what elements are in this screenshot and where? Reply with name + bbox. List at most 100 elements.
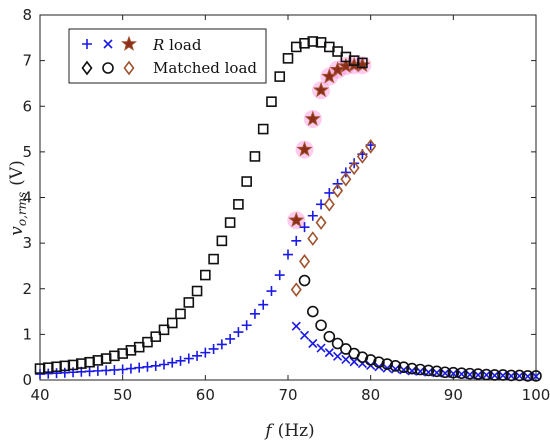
x-axis-label: f (Hz) [263, 421, 314, 441]
legend-star-marker [120, 35, 138, 51]
data-point-cross [523, 371, 533, 381]
data-point-plus [258, 299, 269, 310]
highlight-layer [287, 56, 372, 230]
data-point-circle [422, 364, 435, 377]
data-point-square [332, 46, 343, 57]
data-point-circle [364, 354, 377, 366]
data-point-square [224, 217, 236, 228]
data-point-plus [291, 235, 302, 246]
series-plus [35, 140, 376, 380]
data-point-diamond [299, 254, 311, 269]
data-point-square [142, 336, 153, 348]
data-point-cross [498, 370, 508, 381]
data-point-circle [381, 358, 394, 370]
series-layer [34, 36, 542, 382]
x-tick-label: 50 [113, 386, 132, 404]
data-point-square [175, 308, 186, 320]
legend-box [68, 28, 267, 84]
data-point-circle [373, 356, 385, 369]
y-tick-label: 5 [22, 143, 32, 161]
y-axis-label: vo,rms(V) [7, 160, 29, 235]
legend-entry-1: R load [152, 36, 202, 54]
data-point-plus [208, 343, 219, 354]
data-point-diamond [356, 149, 368, 164]
x-tick-label: 60 [196, 386, 215, 404]
data-point-cross [299, 330, 310, 340]
legend-diamond-marker [81, 60, 93, 76]
data-point-star [304, 110, 321, 126]
data-point-circle [315, 319, 327, 332]
data-point-cross [481, 370, 491, 380]
data-point-square [233, 199, 244, 210]
data-point-diamond [348, 160, 360, 176]
data-point-plus [241, 320, 252, 331]
series-square [34, 36, 368, 374]
data-point-cross [514, 371, 525, 381]
data-point-square [257, 123, 269, 135]
data-point-star [288, 211, 305, 228]
data-point-plus [216, 339, 227, 350]
data-point-plus [125, 363, 136, 374]
legend-markers [81, 35, 138, 76]
data-point-plus [159, 359, 169, 370]
y-tick-label: 4 [22, 189, 32, 207]
data-point-circle [397, 361, 410, 374]
y-tick-label: 6 [22, 97, 32, 115]
legend-diamond-marker-red [123, 60, 135, 76]
data-point-square [150, 331, 162, 342]
legend-circle-marker [102, 62, 114, 74]
data-point-square [266, 96, 277, 107]
data-point-circle [513, 369, 526, 382]
data-point-square [166, 317, 178, 329]
data-point-plus [307, 210, 318, 221]
data-point-diamond [365, 139, 377, 154]
series-circle [298, 274, 542, 382]
data-point-cross [333, 351, 343, 361]
data-point-star [313, 81, 330, 98]
data-point-plus [349, 158, 360, 169]
data-point-star [296, 141, 313, 157]
data-point-diamond [290, 282, 302, 297]
data-point-circle [505, 369, 518, 382]
data-point-circle [430, 365, 443, 378]
y-tick-label: 2 [22, 280, 32, 298]
data-point-plus [192, 350, 203, 361]
data-point-circle [331, 337, 344, 350]
data-point-square [249, 151, 261, 162]
data-point-circle [488, 369, 501, 381]
data-point-cross [316, 343, 326, 353]
data-point-cross [308, 338, 318, 349]
data-point-square [357, 57, 368, 69]
data-point-circle [447, 366, 460, 379]
x-tick-label: 80 [361, 386, 380, 404]
y-tick-label: 3 [22, 234, 32, 252]
data-point-plus [324, 187, 335, 198]
data-point-square [208, 253, 219, 265]
data-point-square [183, 297, 195, 308]
data-point-cross [531, 371, 541, 381]
data-point-circle [406, 362, 418, 375]
data-point-plus [175, 355, 186, 366]
data-point-plus [134, 362, 145, 373]
data-point-diamond [323, 197, 335, 212]
data-point-plus [167, 357, 178, 368]
data-point-plus [299, 222, 310, 233]
data-point-cross [324, 348, 334, 358]
data-point-plus [150, 360, 161, 371]
data-point-square [274, 71, 286, 82]
data-point-square [191, 285, 203, 297]
data-point-square [241, 176, 252, 187]
data-point-cross [291, 321, 301, 331]
data-point-diamond [307, 231, 319, 246]
axis-ticks: 40 50 60 70 80 90 100 0 1 2 3 4 5 6 7 8 [22, 6, 550, 404]
data-point-circle [497, 369, 509, 381]
data-point-circle [455, 367, 468, 379]
data-point-plus [249, 308, 260, 319]
data-point-plus [283, 249, 293, 260]
y-tick-label: 0 [22, 371, 32, 389]
data-point-square [282, 53, 294, 64]
x-tick-label: 100 [522, 386, 550, 404]
x-tick-label: 70 [278, 386, 297, 404]
data-point-circle [530, 370, 542, 382]
